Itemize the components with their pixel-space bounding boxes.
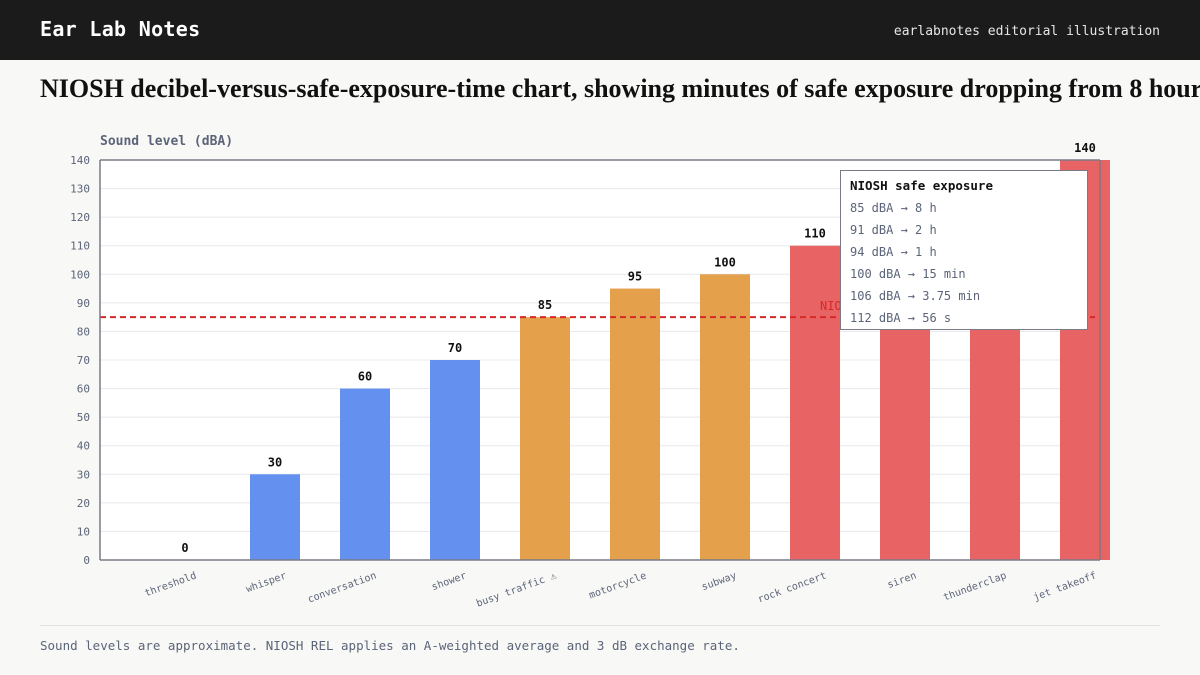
y-tick-label: 30 bbox=[77, 468, 90, 481]
y-tick-label: 120 bbox=[70, 211, 90, 224]
bar-value-label: 0 bbox=[181, 541, 188, 555]
bar-value-label: 95 bbox=[628, 270, 642, 284]
brand-tagline: earlabnotes editorial illustration bbox=[893, 24, 1160, 39]
bar bbox=[520, 317, 570, 560]
x-tick-label: rock concert bbox=[756, 570, 828, 605]
bar-value-label: 70 bbox=[448, 341, 462, 355]
y-tick-label: 100 bbox=[70, 268, 90, 281]
x-tick-label: threshold bbox=[143, 570, 198, 599]
decibel-bar-chart: Sound level (dBA) 0306070859510011012013… bbox=[70, 134, 1110, 610]
y-tick-label: 130 bbox=[70, 183, 90, 196]
y-tick-label: 60 bbox=[77, 383, 90, 396]
x-tick-label: subway bbox=[700, 570, 738, 593]
y-tick-label: 80 bbox=[77, 325, 90, 338]
y-tick-label: 50 bbox=[77, 411, 90, 424]
footer-divider bbox=[40, 625, 1160, 626]
bar bbox=[250, 474, 300, 560]
y-tick-label: 0 bbox=[83, 554, 90, 567]
legend-row: 106 dBA → 3.75 min bbox=[850, 289, 981, 303]
legend-row: 100 dBA → 15 min bbox=[850, 267, 966, 281]
exposure-legend: NIOSH safe exposure 85 dBA → 8 h 91 dBA … bbox=[840, 170, 1088, 330]
x-tick-label: whisper bbox=[245, 570, 288, 595]
y-tick-label: 110 bbox=[70, 240, 90, 253]
y-tick-label: 70 bbox=[77, 354, 90, 367]
legend-row: 94 dBA → 1 h bbox=[850, 245, 937, 259]
x-tick-label: motorcycle bbox=[588, 570, 648, 601]
x-tick-label: conversation bbox=[306, 570, 378, 605]
footnote: Sound levels are approximate. NIOSH REL … bbox=[40, 638, 740, 653]
legend-row: 91 dBA → 2 h bbox=[850, 223, 937, 237]
top-bar: Ear Lab Notes earlabnotes editorial illu… bbox=[0, 0, 1200, 60]
bar-value-label: 85 bbox=[538, 298, 552, 312]
legend-title: NIOSH safe exposure bbox=[850, 178, 993, 193]
bar bbox=[790, 245, 840, 560]
bar-value-label: 140 bbox=[1074, 141, 1096, 155]
y-axis-title: Sound level (dBA) bbox=[100, 134, 233, 149]
bar bbox=[700, 274, 750, 560]
x-tick-label: siren bbox=[886, 570, 918, 591]
brand-title: Ear Lab Notes bbox=[40, 17, 201, 41]
page-title: NIOSH decibel-versus-safe-exposure-time … bbox=[40, 74, 1200, 103]
y-tick-label: 40 bbox=[77, 440, 90, 453]
y-tick-label: 20 bbox=[77, 497, 90, 510]
x-tick-label: jet takeoff bbox=[1032, 570, 1098, 603]
bar bbox=[430, 360, 480, 560]
bar-value-label: 100 bbox=[714, 255, 736, 269]
legend-row: 85 dBA → 8 h bbox=[850, 201, 937, 215]
y-tick-label: 10 bbox=[77, 525, 90, 538]
legend-row: 112 dBA → 56 s bbox=[850, 311, 952, 325]
y-tick-label: 140 bbox=[70, 154, 90, 167]
bar bbox=[610, 288, 660, 560]
x-tick-label: busy traffic ⚠ bbox=[475, 570, 559, 609]
bar bbox=[340, 388, 390, 560]
bar-value-label: 110 bbox=[804, 227, 826, 241]
x-tick-label: thunderclap bbox=[942, 570, 1008, 603]
bar-value-label: 60 bbox=[358, 370, 372, 384]
bar-value-label: 30 bbox=[268, 455, 282, 469]
y-tick-label: 90 bbox=[77, 297, 90, 310]
x-tick-label: shower bbox=[430, 570, 468, 593]
